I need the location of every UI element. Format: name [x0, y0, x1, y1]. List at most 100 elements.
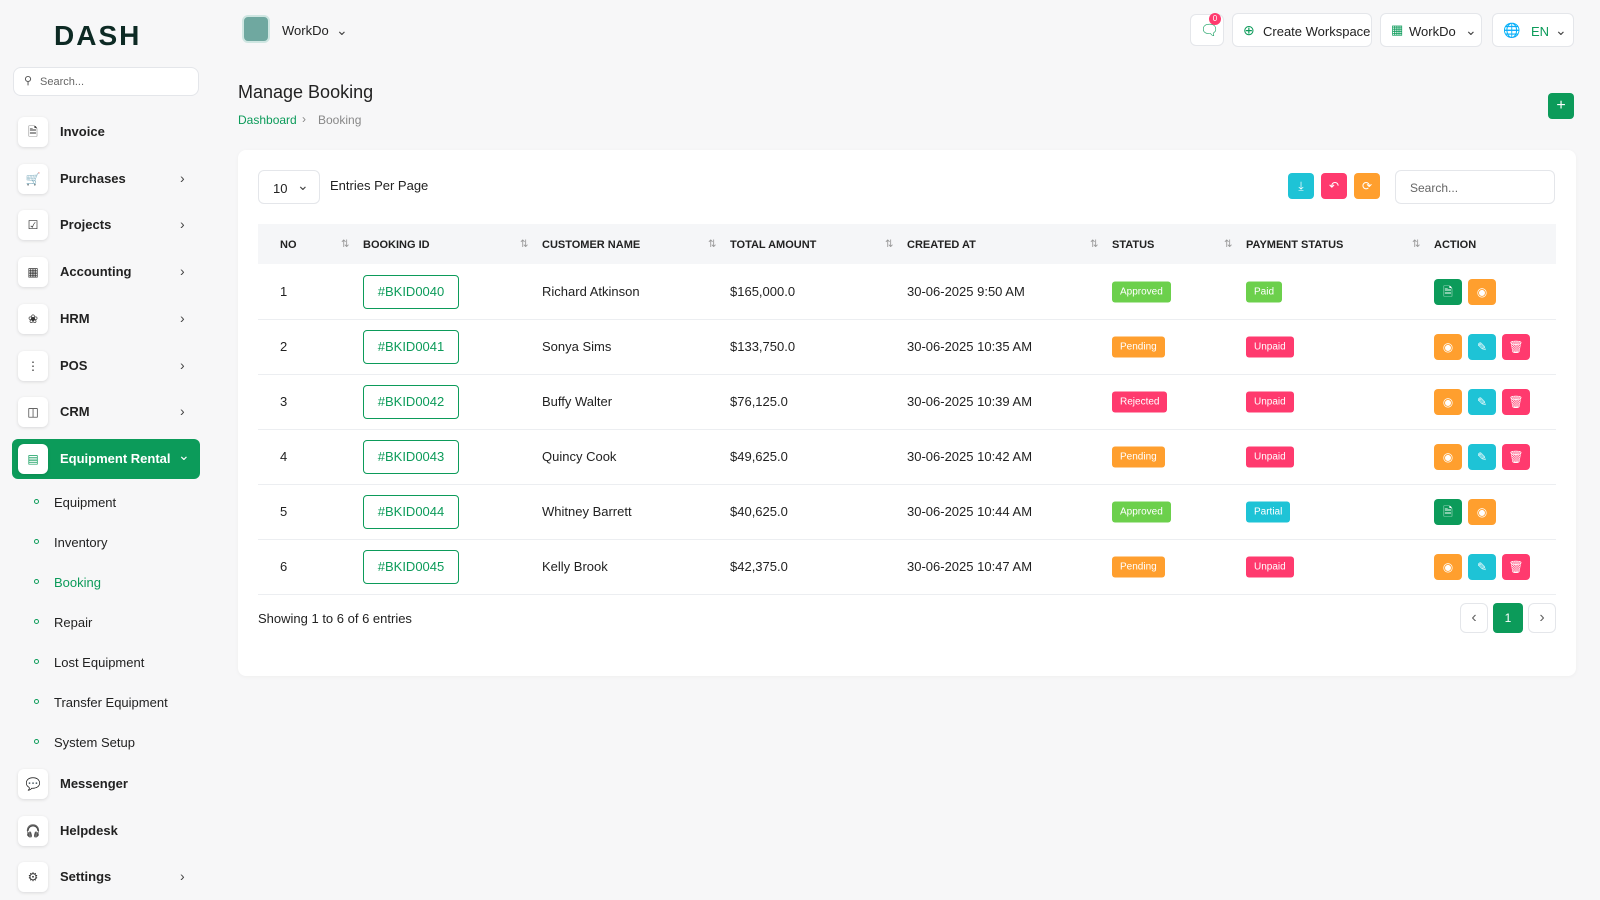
column-header[interactable]: ACTION [1434, 239, 1477, 251]
booking-id[interactable]: #BKID0043 [363, 440, 459, 474]
column-header[interactable]: CREATED AT [907, 239, 976, 251]
submenu-item[interactable]: Repair [54, 614, 93, 630]
row-number: 6 [280, 559, 288, 574]
view-action[interactable]: ◉ [1434, 554, 1462, 580]
sort-icon[interactable]: ⇅ [1224, 239, 1233, 250]
user-menu[interactable]: ▦ WorkDo ⌄ [1380, 13, 1482, 47]
workspace-select[interactable]: WorkDo ⌄ [240, 11, 352, 48]
customer-name: Buffy Walter [542, 394, 613, 409]
created-at: 30-06-2025 9:50 AM [907, 284, 1025, 299]
notifications[interactable]: 🗨 0 [1190, 13, 1224, 46]
edit-action[interactable]: ✎ [1468, 334, 1496, 360]
menu-item[interactable]: Accounting [60, 264, 132, 280]
submenu-item[interactable]: System Setup [54, 734, 135, 750]
status-badge: Pending [1112, 556, 1165, 578]
column-header[interactable]: PAYMENT STATUS [1246, 239, 1344, 251]
sort-icon[interactable]: ⇅ [1412, 239, 1421, 250]
menu-item[interactable]: CRM [60, 404, 90, 420]
breadcrumb-link[interactable]: Dashboard [238, 113, 297, 127]
sidebar-search[interactable]: ⚲ Search... [13, 67, 199, 96]
sort-icon[interactable]: ⇅ [1090, 239, 1099, 250]
edit-action[interactable]: ✎ [1468, 389, 1496, 415]
payment-badge: Unpaid [1246, 336, 1294, 358]
edit-action[interactable]: ✎ [1468, 554, 1496, 580]
menu-item[interactable]: Projects [60, 217, 112, 233]
booking-id[interactable]: #BKID0040 [363, 275, 459, 309]
view-action[interactable]: ◉ [1468, 279, 1496, 305]
submenu-dot [34, 658, 39, 664]
view-action[interactable]: ◉ [1434, 334, 1462, 360]
submenu-item[interactable]: Lost Equipment [54, 654, 145, 670]
payment-badge: Unpaid [1246, 391, 1294, 413]
del-action[interactable]: 🗑 [1502, 444, 1530, 470]
status-badge: Approved [1112, 501, 1171, 523]
inv-action[interactable]: 🗎 [1434, 499, 1462, 525]
booking-id[interactable]: #BKID0045 [363, 550, 459, 584]
menu-icon: ❀ [18, 303, 48, 334]
row-number: 1 [280, 284, 288, 299]
submenu-item[interactable]: Transfer Equipment [54, 694, 168, 710]
refresh-button[interactable]: ⟳ [1354, 173, 1380, 199]
submenu-item[interactable]: Inventory [54, 534, 108, 550]
booking-id[interactable]: #BKID0042 [363, 385, 459, 419]
chevron: › [180, 356, 185, 373]
sort-icon[interactable]: ⇅ [341, 239, 350, 250]
chevron: › [180, 263, 185, 280]
menu-item[interactable]: Settings [60, 869, 112, 885]
sort-icon[interactable]: ⇅ [520, 239, 529, 250]
menu-item[interactable]: Purchases [60, 170, 126, 186]
status-badge: Pending [1112, 446, 1165, 468]
logo: DASH [54, 20, 142, 51]
sort-icon[interactable]: ⇅ [885, 239, 894, 250]
view-action[interactable]: ◉ [1468, 499, 1496, 525]
menu-icon: 🎧 [18, 815, 48, 846]
del-action[interactable]: 🗑 [1502, 334, 1530, 360]
table-header-bg [258, 224, 1556, 264]
create-workspace[interactable]: ⊕ Create Workspace [1232, 13, 1372, 47]
notification-count: 0 [1209, 13, 1221, 25]
payment-badge: Paid [1246, 281, 1283, 303]
submenu-item[interactable]: Equipment [54, 494, 117, 510]
current-page[interactable]: 1 [1493, 603, 1523, 633]
booking-id[interactable]: #BKID0044 [363, 495, 459, 529]
payment-badge: Unpaid [1246, 446, 1294, 468]
menu-item[interactable]: Helpdesk [60, 822, 118, 838]
booking-id[interactable]: #BKID0041 [363, 330, 459, 364]
entries-select[interactable]: 10 ⌄ [258, 170, 320, 204]
view-action[interactable]: ◉ [1434, 444, 1462, 470]
column-header[interactable]: STATUS [1112, 239, 1155, 251]
menu-item[interactable]: Messenger [60, 775, 128, 791]
column-header[interactable]: NO [280, 239, 297, 251]
sort-icon[interactable]: ⇅ [708, 239, 717, 250]
submenu-item[interactable]: Booking [54, 574, 101, 590]
language[interactable]: 🌐 EN ⌄ [1492, 13, 1574, 47]
inv-action[interactable]: 🗎 [1434, 279, 1462, 305]
created-at: 30-06-2025 10:35 AM [907, 339, 1033, 354]
total-amount: $165,000.0 [730, 284, 796, 299]
menu-item[interactable]: Equipment Rental [60, 450, 171, 466]
row-divider [258, 319, 1556, 320]
del-action[interactable]: 🗑 [1502, 554, 1530, 580]
export-button[interactable]: ⤓ [1288, 173, 1314, 199]
add-button[interactable]: + [1548, 93, 1574, 119]
chevron: › [180, 403, 185, 420]
edit-action[interactable]: ✎ [1468, 444, 1496, 470]
view-action[interactable]: ◉ [1434, 389, 1462, 415]
prev-page[interactable]: ‹ [1460, 603, 1488, 633]
table-footer: Showing 1 to 6 of 6 entries [258, 611, 412, 626]
table-search[interactable]: Search... [1395, 170, 1555, 204]
submenu-dot [34, 738, 39, 744]
column-header[interactable]: CUSTOMER NAME [542, 239, 641, 251]
column-header[interactable]: TOTAL AMOUNT [730, 239, 817, 251]
total-amount: $49,625.0 [730, 449, 788, 464]
menu-item[interactable]: Invoice [60, 124, 105, 139]
row-number: 3 [280, 394, 288, 409]
menu-item[interactable]: POS [60, 357, 88, 373]
submenu-dot [34, 698, 39, 704]
status-badge: Approved [1112, 281, 1171, 303]
column-header[interactable]: BOOKING ID [363, 239, 430, 251]
menu-item[interactable]: HRM [60, 310, 90, 326]
del-action[interactable]: 🗑 [1502, 389, 1530, 415]
reset-button[interactable]: ↶ [1321, 173, 1347, 199]
next-page[interactable]: › [1528, 603, 1556, 633]
